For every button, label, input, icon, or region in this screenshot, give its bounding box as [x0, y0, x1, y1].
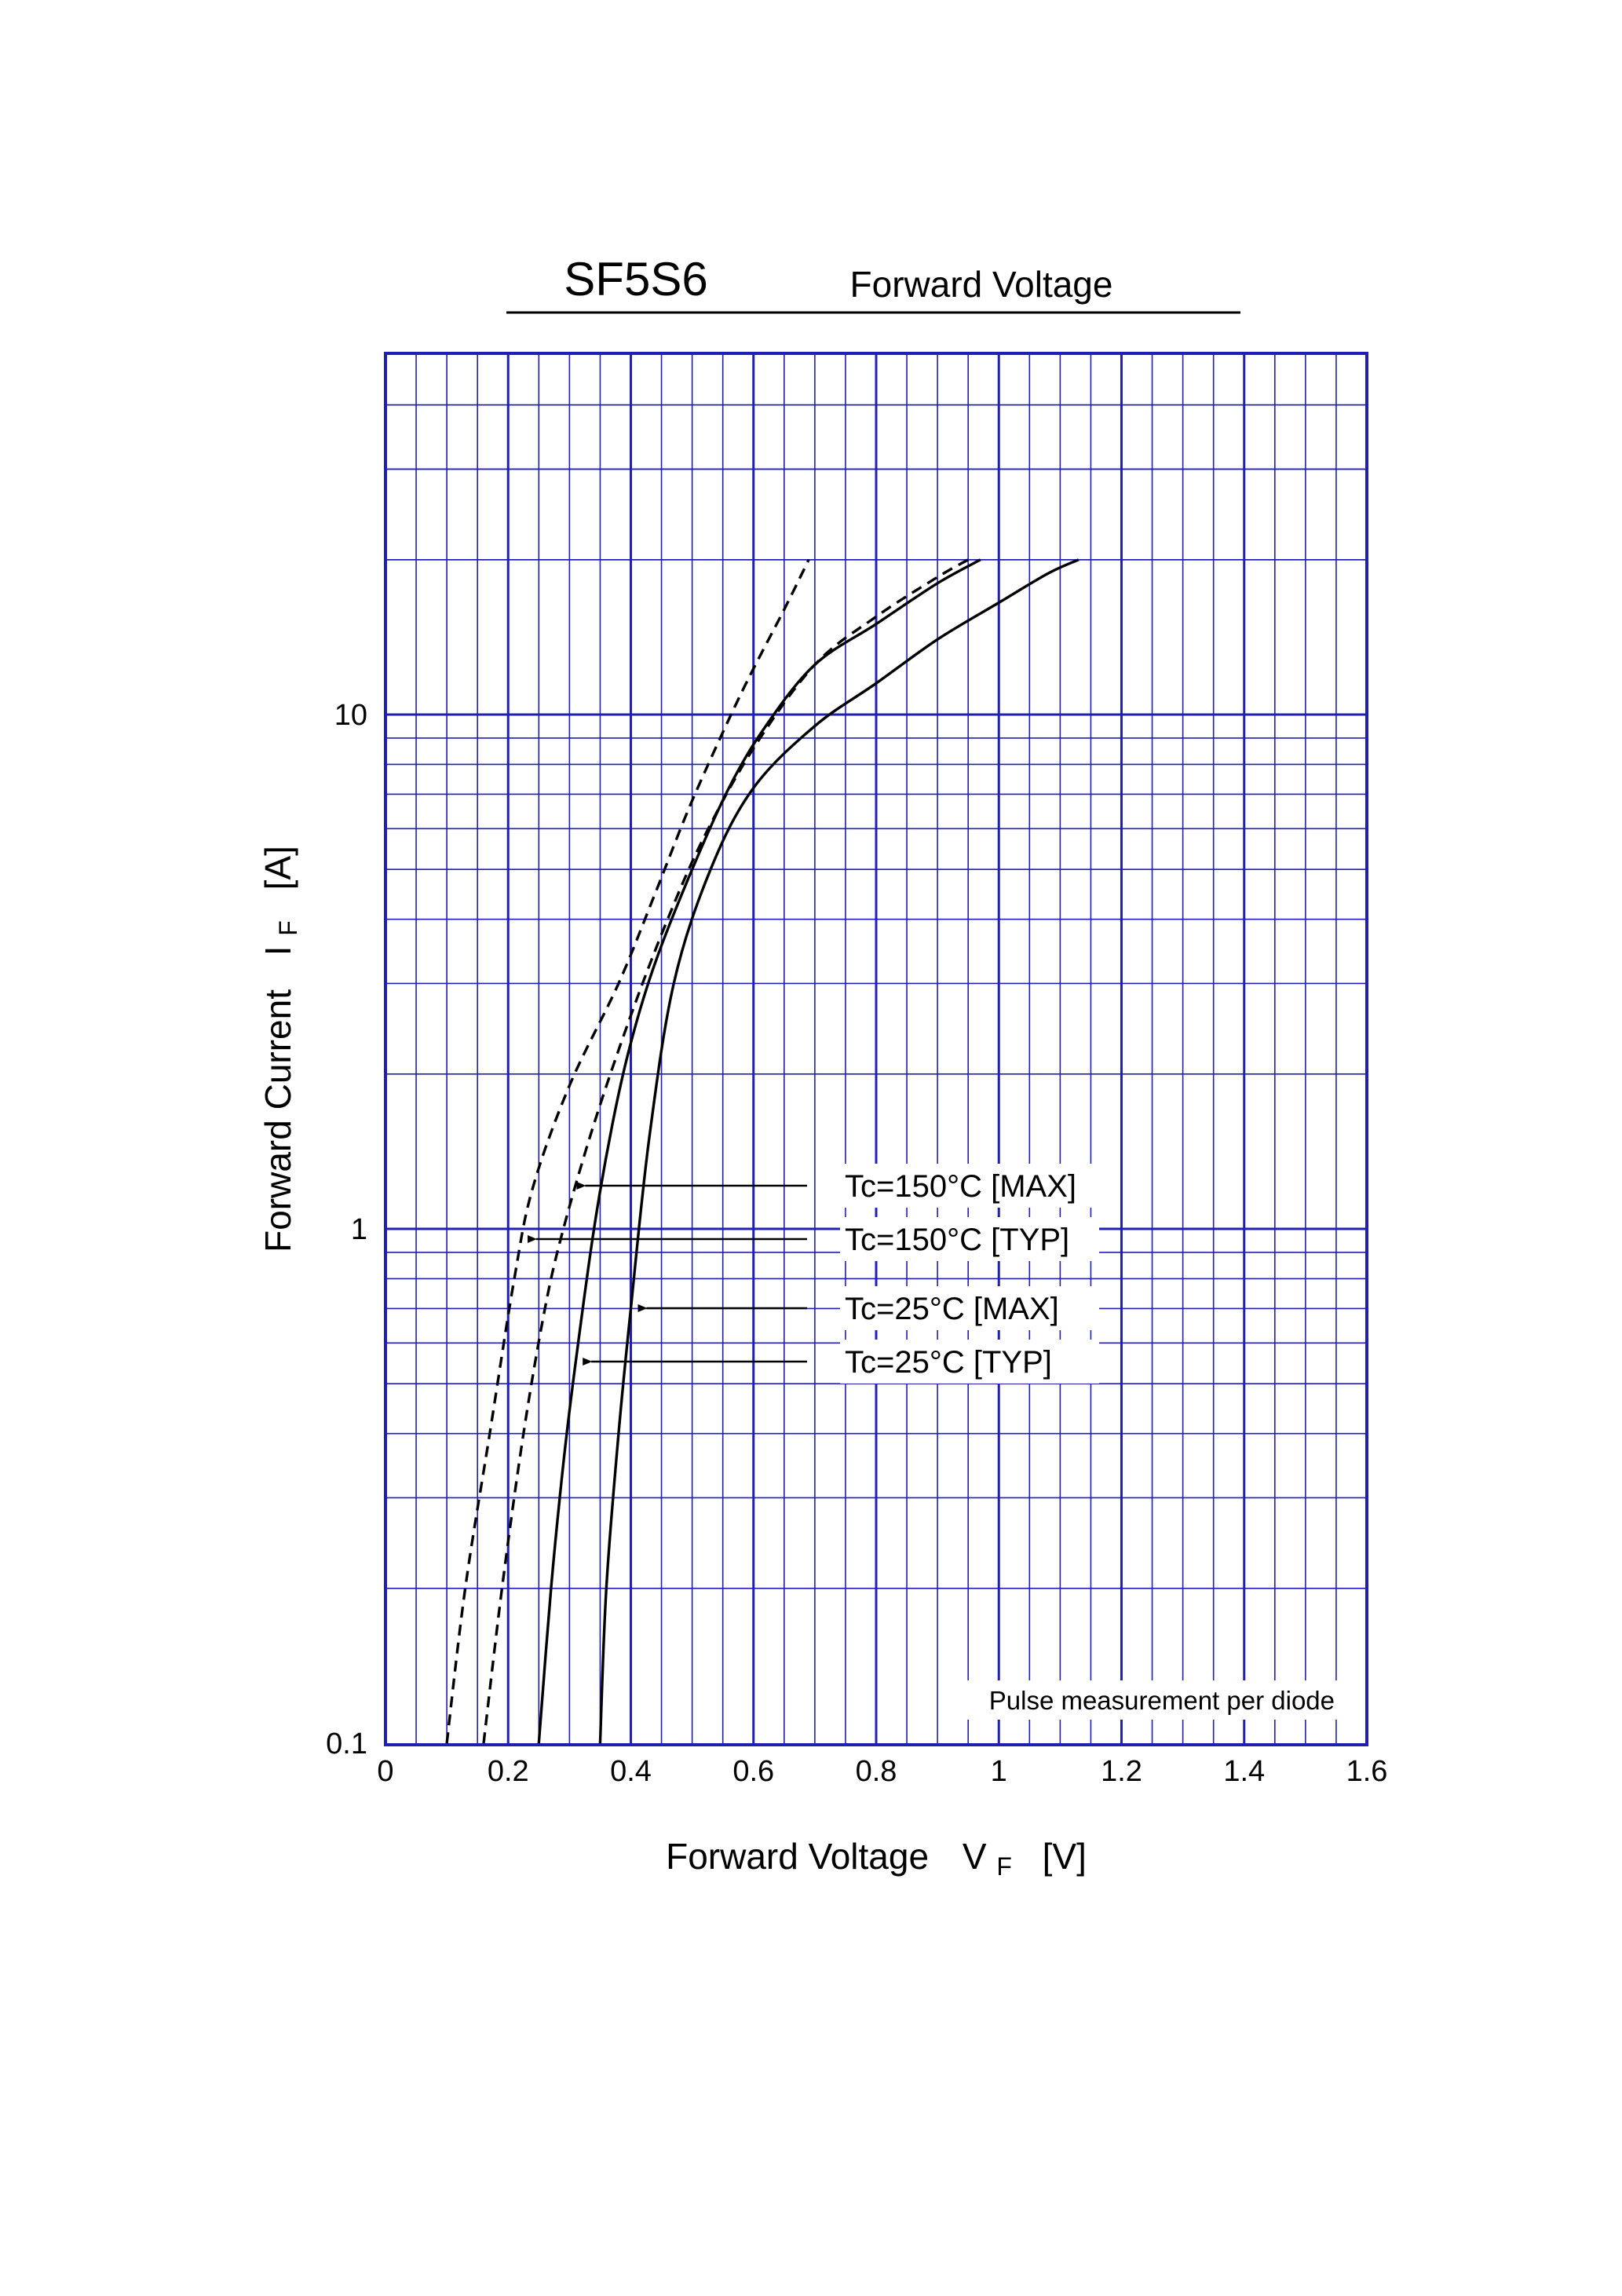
legend-label-bg [840, 1286, 1099, 1330]
y-axis-label: Forward Current I F [A] [258, 846, 305, 1252]
series-line-1 [482, 558, 970, 1744]
series-line-3 [598, 558, 1080, 1744]
x-tick-label: 1.2 [1101, 1755, 1142, 1788]
x-axis-subscript: F [996, 1852, 1012, 1881]
series-line-2 [445, 559, 810, 1744]
x-axis-unit: [V] [1043, 1836, 1087, 1877]
legend-label: Tc=25°C [TYP] [845, 1345, 1052, 1380]
y-axis-subscript: F [274, 920, 302, 936]
grid [385, 353, 1367, 1745]
legend-label-bg [840, 1340, 1099, 1384]
x-axis-symbol: V [963, 1836, 987, 1877]
x-tick-label: 1.6 [1346, 1755, 1388, 1788]
y-tick-label: 0.1 [326, 1727, 367, 1760]
series-line-4 [537, 558, 981, 1744]
x-tick-labels: 0 0.2 0.4 0.6 0.8 1 1.2 1.4 1.6 [377, 1755, 1387, 1788]
legend-label-bg [840, 1217, 1099, 1261]
chart-title: SF5S6 [564, 253, 707, 305]
x-axis-label: Forward Voltage V F [V] [666, 1836, 1087, 1883]
y-tick-label: 10 [334, 699, 367, 732]
legend-label-bg [840, 1164, 1099, 1208]
y-axis-label-text: Forward Current [258, 989, 298, 1252]
y-axis-symbol: I [258, 945, 298, 956]
note-background [948, 1680, 1341, 1720]
y-tick-label: 1 [351, 1213, 367, 1246]
x-tick-label: 0 [377, 1755, 393, 1788]
x-tick-label: 0.2 [488, 1755, 529, 1788]
x-tick-label: 1.4 [1223, 1755, 1265, 1788]
series-group [445, 558, 1080, 1744]
legend-label: Tc=150°C [MAX] [845, 1169, 1076, 1204]
note-text: Pulse measurement per diode [989, 1686, 1335, 1715]
x-tick-label: 0.6 [732, 1755, 774, 1788]
x-tick-label: 1 [991, 1755, 1007, 1788]
legend-label: Tc=150°C [TYP] [845, 1223, 1069, 1257]
x-tick-label: 0.4 [610, 1755, 652, 1788]
chart-subtitle: Forward Voltage [850, 264, 1113, 305]
legend-label: Tc=25°C [MAX] [845, 1292, 1059, 1326]
x-tick-label: 0.8 [856, 1755, 897, 1788]
y-axis-unit: [A] [258, 846, 298, 890]
plot-frame [384, 352, 1368, 1746]
legend: Tc=150°C [MAX] Tc=150°C [TYP] Tc=25°C [MAX… [527, 1164, 1099, 1384]
x-axis-label-text: Forward Voltage [666, 1836, 929, 1877]
y-tick-labels: 0.1 1 10 [326, 699, 367, 1760]
